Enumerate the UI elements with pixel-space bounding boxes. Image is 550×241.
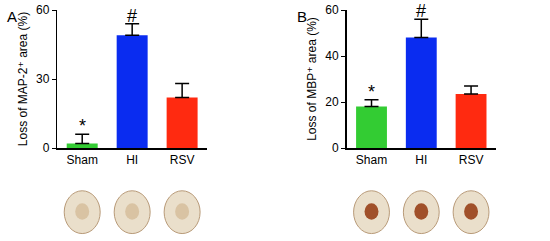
svg-text:A: A — [7, 8, 17, 25]
svg-text:60: 60 — [36, 3, 50, 17]
svg-text:0: 0 — [43, 141, 50, 155]
svg-text:B: B — [297, 8, 307, 25]
svg-text:#: # — [416, 1, 426, 21]
svg-text:Sham: Sham — [356, 153, 387, 167]
svg-text:Sham: Sham — [67, 153, 98, 167]
svg-text:#: # — [127, 6, 137, 26]
svg-text:*: * — [79, 116, 86, 136]
svg-text:0: 0 — [332, 141, 339, 155]
svg-text:Loss of MAP-2⁺ area (%): Loss of MAP-2⁺ area (%) — [16, 12, 30, 146]
svg-text:RSV: RSV — [170, 153, 195, 167]
svg-text:RSV: RSV — [459, 153, 484, 167]
svg-text:30: 30 — [36, 72, 50, 86]
svg-text:60: 60 — [325, 3, 339, 17]
svg-text:40: 40 — [325, 49, 339, 63]
svg-text:*: * — [368, 82, 375, 102]
svg-text:HI: HI — [126, 153, 138, 167]
svg-text:Loss of MBP⁺ area (%): Loss of MBP⁺ area (%) — [305, 17, 319, 141]
svg-text:HI: HI — [415, 153, 427, 167]
svg-text:20: 20 — [325, 95, 339, 109]
